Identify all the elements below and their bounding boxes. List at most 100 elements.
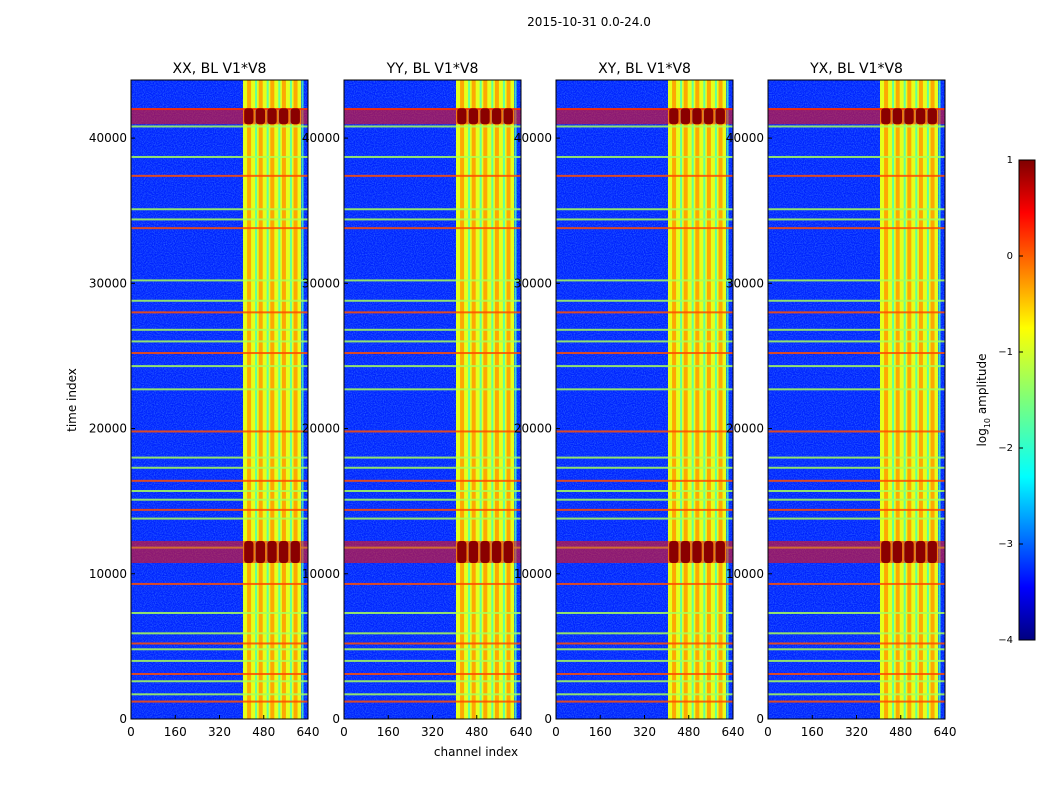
rfi-gap [892, 80, 895, 719]
colorbar-tick-label: −4 [998, 635, 1013, 646]
colorbar-tick-label: −2 [998, 443, 1013, 454]
flagged-row [556, 700, 733, 703]
strong-rfi-blob [692, 108, 702, 125]
y-tick-label: 0 [756, 712, 764, 726]
flagged-row [131, 680, 308, 683]
flagged-row [344, 155, 521, 158]
flagged-row [344, 388, 521, 391]
flagged-row [768, 456, 945, 459]
y-axis-label: time index [65, 368, 79, 432]
rfi-gap [266, 80, 269, 719]
flagged-row [556, 208, 733, 211]
y-tick-label: 40000 [89, 131, 127, 145]
flagged-row [768, 680, 945, 683]
rfi-stripe [270, 80, 275, 719]
rfi-stripe [695, 80, 700, 719]
flagged-row [344, 125, 521, 128]
rfi-gap [491, 80, 494, 719]
y-tick-label: 30000 [726, 276, 764, 290]
colorbar-gradient [1018, 159, 1036, 641]
flagged-row [131, 648, 308, 651]
flagged-row [344, 174, 521, 177]
flagged-row [556, 155, 733, 158]
rfi-stripe [930, 80, 935, 719]
flagged-row [131, 508, 308, 511]
strong-rfi-blob [892, 540, 903, 563]
rfi-gap [915, 80, 918, 719]
flagged-row [131, 208, 308, 211]
x-tick-label: 480 [889, 725, 912, 739]
flagged-row [556, 125, 733, 128]
x-tick-label: 320 [421, 725, 444, 739]
flagged-row [131, 365, 308, 368]
y-tick-label: 10000 [302, 567, 340, 581]
flagged-row [344, 642, 521, 645]
strong-rfi-blob [669, 108, 679, 125]
flagged-row [768, 340, 945, 343]
x-tick-label: 0 [127, 725, 135, 739]
strong-rfi-blob [457, 108, 467, 125]
panel-1: XX, BL V1*V8 0 160 320 480 640 0 10000 20000 3000… [89, 61, 320, 739]
flagged-row [556, 498, 733, 501]
flagged-row [344, 279, 521, 282]
flagged-row [344, 430, 521, 433]
flagged-row [556, 328, 733, 331]
y-tick-label: 10000 [514, 567, 552, 581]
flagged-row [556, 632, 733, 635]
flagged-row [131, 489, 308, 492]
flagged-row [768, 632, 945, 635]
x-tick-label: 480 [252, 725, 275, 739]
flagged-row [768, 279, 945, 282]
rfi-gap [703, 80, 706, 719]
panel-2: YY, BL V1*V8 0 160 320 480 640 0 10000 20000 3000… [302, 61, 533, 739]
flagged-row [344, 340, 521, 343]
flagged-row [344, 611, 521, 614]
flagged-row [556, 227, 733, 230]
strong-rfi-blob [881, 540, 891, 563]
strong-rfi-blob [468, 540, 479, 563]
strong-rfi-blob [267, 540, 277, 563]
y-tick-label: 20000 [302, 422, 340, 436]
flagged-row [131, 155, 308, 158]
x-tick-label: 640 [297, 725, 320, 739]
rfi-stripe [258, 80, 263, 719]
rfi-stripe [884, 80, 889, 719]
flagged-row [556, 582, 733, 585]
flagged-row [556, 299, 733, 302]
flagged-row [556, 517, 733, 520]
rfi-gap [903, 80, 906, 719]
flagged-row [344, 218, 521, 221]
flagged-row [556, 479, 733, 482]
x-tick-label: 0 [764, 725, 772, 739]
flagged-row [556, 388, 733, 391]
x-tick-label: 320 [208, 725, 231, 739]
flagged-row [131, 582, 308, 585]
rfi-stripe [706, 80, 711, 719]
y-tick-label: 20000 [726, 422, 764, 436]
flagged-row [344, 311, 521, 314]
flagged-row [768, 479, 945, 482]
flagged-row [131, 517, 308, 520]
x-tick-label: 160 [164, 725, 187, 739]
y-tick-label: 0 [544, 712, 552, 726]
colorbar: log10 amplitude 10−1−2−3−4 [975, 155, 1036, 646]
panel-title: XX, BL V1*V8 [173, 61, 267, 77]
rfi-gap [479, 80, 482, 719]
rfi-stripe [460, 80, 465, 719]
rfi-stripe [895, 80, 900, 719]
strong-rfi-blob [255, 108, 266, 125]
flagged-row [768, 299, 945, 302]
flagged-row [131, 279, 308, 282]
y-tick-label: 20000 [89, 422, 127, 436]
strong-rfi-blob [669, 540, 679, 563]
flagged-row [131, 311, 308, 314]
strong-rfi-blob [916, 108, 926, 125]
rfi-gap [726, 80, 729, 719]
colorbar-label-sub: 10 [983, 418, 992, 428]
flagged-row [556, 456, 733, 459]
flagged-row [768, 328, 945, 331]
strong-rfi-blob [492, 108, 502, 125]
rfi-gap [691, 80, 694, 719]
rfi-stripe [483, 80, 488, 719]
